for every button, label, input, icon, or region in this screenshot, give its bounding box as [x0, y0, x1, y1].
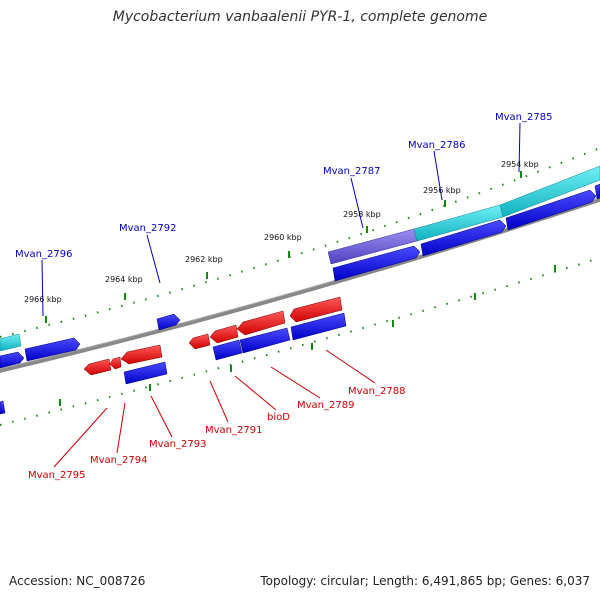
gene-arrow-red[interactable]	[109, 356, 122, 370]
gene-arrow-blue[interactable]	[212, 339, 243, 361]
gene-arrow-blue[interactable]	[239, 327, 291, 354]
gene-arrow-blue[interactable]	[156, 313, 181, 331]
gene-label-mvan-2793[interactable]: Mvan_2793	[149, 439, 206, 450]
reverse-genes[interactable]	[83, 296, 343, 376]
gene-arrow-blue[interactable]	[123, 361, 168, 385]
genome-summary: Topology: circular; Length: 6,491,865 bp…	[260, 574, 590, 588]
tick-label-2964: 2964 kbp	[105, 275, 143, 284]
forward-genes-lower[interactable]	[0, 312, 347, 415]
gene-label-mvan-2788[interactable]: Mvan_2788	[348, 386, 405, 397]
gene-label-mvan-2791[interactable]: Mvan_2791	[205, 425, 262, 436]
gene-arrow-red[interactable]	[120, 344, 163, 365]
highlight-track[interactable]	[0, 165, 600, 352]
leader-lines-top	[41, 122, 521, 317]
gene-arrow-blue[interactable]	[505, 189, 597, 231]
gene-arrow-cyan[interactable]	[0, 333, 22, 352]
gene-label-mvan-2794[interactable]: Mvan_2794	[90, 455, 147, 466]
gene-label-mvan-2785[interactable]: Mvan_2785	[495, 112, 552, 123]
accession-info: Accession: NC_008726	[9, 574, 146, 588]
gene-arrow-cyan[interactable]	[499, 165, 600, 218]
scale-major-ticks	[45, 171, 556, 406]
tick-label-2960: 2960 kbp	[264, 233, 302, 242]
gene-arrow-blue[interactable]	[290, 312, 347, 341]
tick-label-2966: 2966 kbp	[24, 295, 62, 304]
gene-arrow-red[interactable]	[188, 333, 211, 350]
tick-label-2954: 2954 kbp	[501, 160, 539, 169]
forward-genes[interactable]	[0, 183, 600, 369]
map-title: Mycobacterium vanbaalenii PYR-1, complet…	[112, 9, 488, 25]
gene-arrow-blue[interactable]	[594, 183, 600, 200]
gene-arrow-blue[interactable]	[24, 337, 81, 362]
gene-arrow-blue[interactable]	[0, 400, 6, 415]
tick-label-2962: 2962 kbp	[185, 255, 223, 264]
gene-arrow-blue[interactable]	[332, 245, 421, 282]
gene-arrow-blue[interactable]	[420, 219, 507, 257]
gene-label-mvan-2786[interactable]: Mvan_2786	[408, 140, 465, 151]
gene-arrow-red[interactable]	[289, 296, 343, 323]
tick-label-2958: 2958 kbp	[343, 210, 381, 219]
gene-label-mvan-2795[interactable]: Mvan_2795	[28, 470, 85, 481]
leader-lines-bottom	[53, 349, 376, 468]
gene-label-mvan-2787[interactable]: Mvan_2787	[323, 166, 380, 177]
tick-label-2956: 2956 kbp	[423, 186, 461, 195]
gene-label-biod[interactable]: bioD	[267, 412, 290, 423]
gene-label-mvan-2789[interactable]: Mvan_2789	[297, 400, 354, 411]
gene-label-mvan-2792[interactable]: Mvan_2792	[119, 223, 176, 234]
gene-label-mvan-2796[interactable]: Mvan_2796	[15, 249, 72, 260]
gene-arrow-red[interactable]	[236, 310, 286, 336]
gene-arrow-red[interactable]	[209, 324, 239, 344]
gene-arrow-blue[interactable]	[0, 351, 25, 369]
gene-arrow-red[interactable]	[83, 358, 112, 376]
